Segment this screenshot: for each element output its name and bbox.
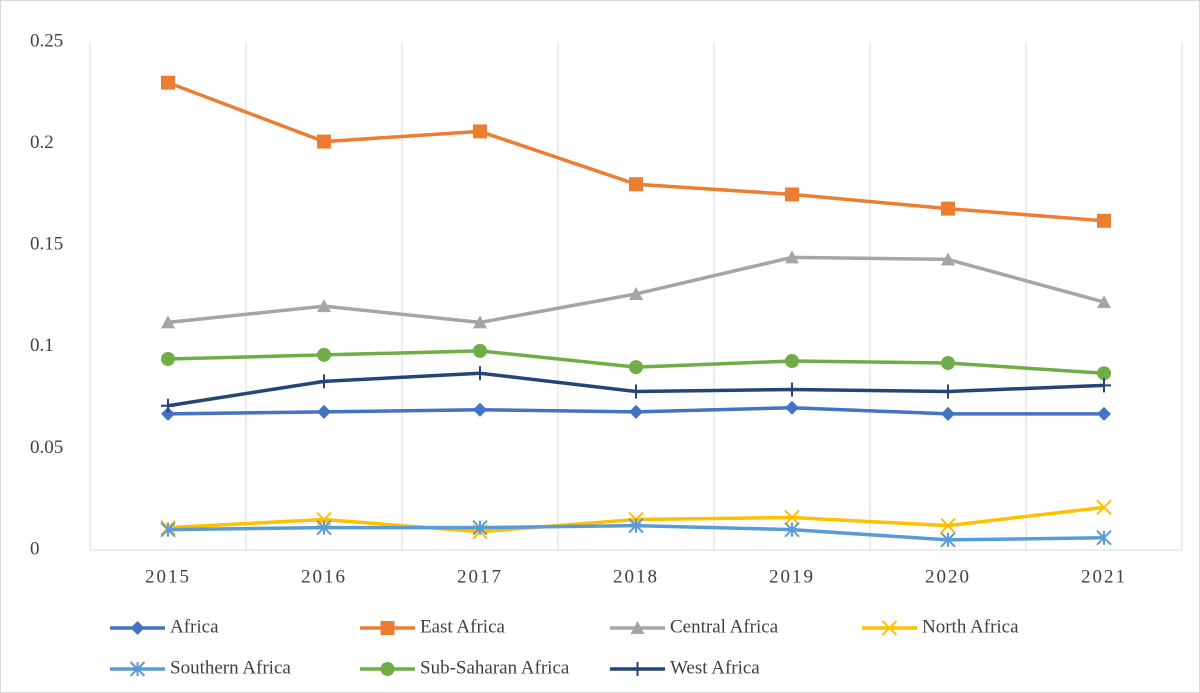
x-tick-label: 2018 [613,566,659,587]
legend-label: North Africa [922,616,1019,637]
marker [941,201,955,216]
legend-label: Africa [170,616,219,637]
marker [941,356,955,371]
marker [629,286,643,300]
legend-label: Central Africa [670,616,779,637]
x-tick-label: 2017 [457,566,503,587]
marker [161,406,175,421]
marker [380,662,395,676]
x-tick-label: 2016 [301,566,347,587]
marker [473,402,487,417]
marker [941,252,955,266]
marker [161,315,175,329]
marker [317,299,331,313]
marker [785,187,799,202]
legend-label: Southern Africa [170,657,291,678]
marker [1096,530,1112,546]
marker [1096,499,1112,516]
marker [161,351,175,366]
marker [941,406,955,421]
marker [629,177,643,192]
marker [629,360,643,375]
x-tick-label: 2021 [1081,566,1127,587]
y-tick-label: 0.1 [30,335,54,356]
legend-label: East Africa [420,616,506,637]
marker [161,398,175,413]
marker [628,517,644,534]
marker [161,75,175,90]
marker [784,521,800,538]
x-tick-label: 2020 [925,566,971,587]
marker [1097,406,1111,421]
legend-label: Sub-Saharan Africa [420,657,570,678]
marker [630,662,645,676]
marker [472,519,488,536]
y-tick-label: 0.2 [30,132,54,153]
marker [317,347,331,362]
marker [130,621,145,635]
marker [785,400,799,415]
marker [941,384,955,399]
marker [785,354,799,369]
marker [317,134,331,149]
marker [784,509,800,526]
marker [630,621,645,634]
marker [940,532,956,548]
marker [785,382,799,397]
y-tick-label: 0.15 [30,234,63,255]
y-tick-label: 0 [30,538,40,559]
marker [1097,378,1111,393]
marker [881,620,898,636]
marker [629,384,643,399]
marker [785,250,799,264]
marker [1097,295,1111,309]
marker [1097,366,1111,381]
x-tick-label: 2015 [145,566,191,587]
marker [317,374,331,389]
y-tick-label: 0.05 [30,437,63,458]
legend-label: West Africa [670,657,760,678]
marker [129,661,146,677]
marker [473,366,487,381]
marker [316,519,332,536]
marker [317,404,331,419]
marker [473,315,487,329]
marker [940,517,956,534]
x-tick-label: 2019 [769,566,815,587]
marker [1097,213,1111,228]
marker [473,343,487,358]
marker [160,521,176,538]
marker [629,404,643,419]
marker [380,621,395,635]
y-tick-label: 0.25 [30,30,63,51]
marker [473,124,487,139]
